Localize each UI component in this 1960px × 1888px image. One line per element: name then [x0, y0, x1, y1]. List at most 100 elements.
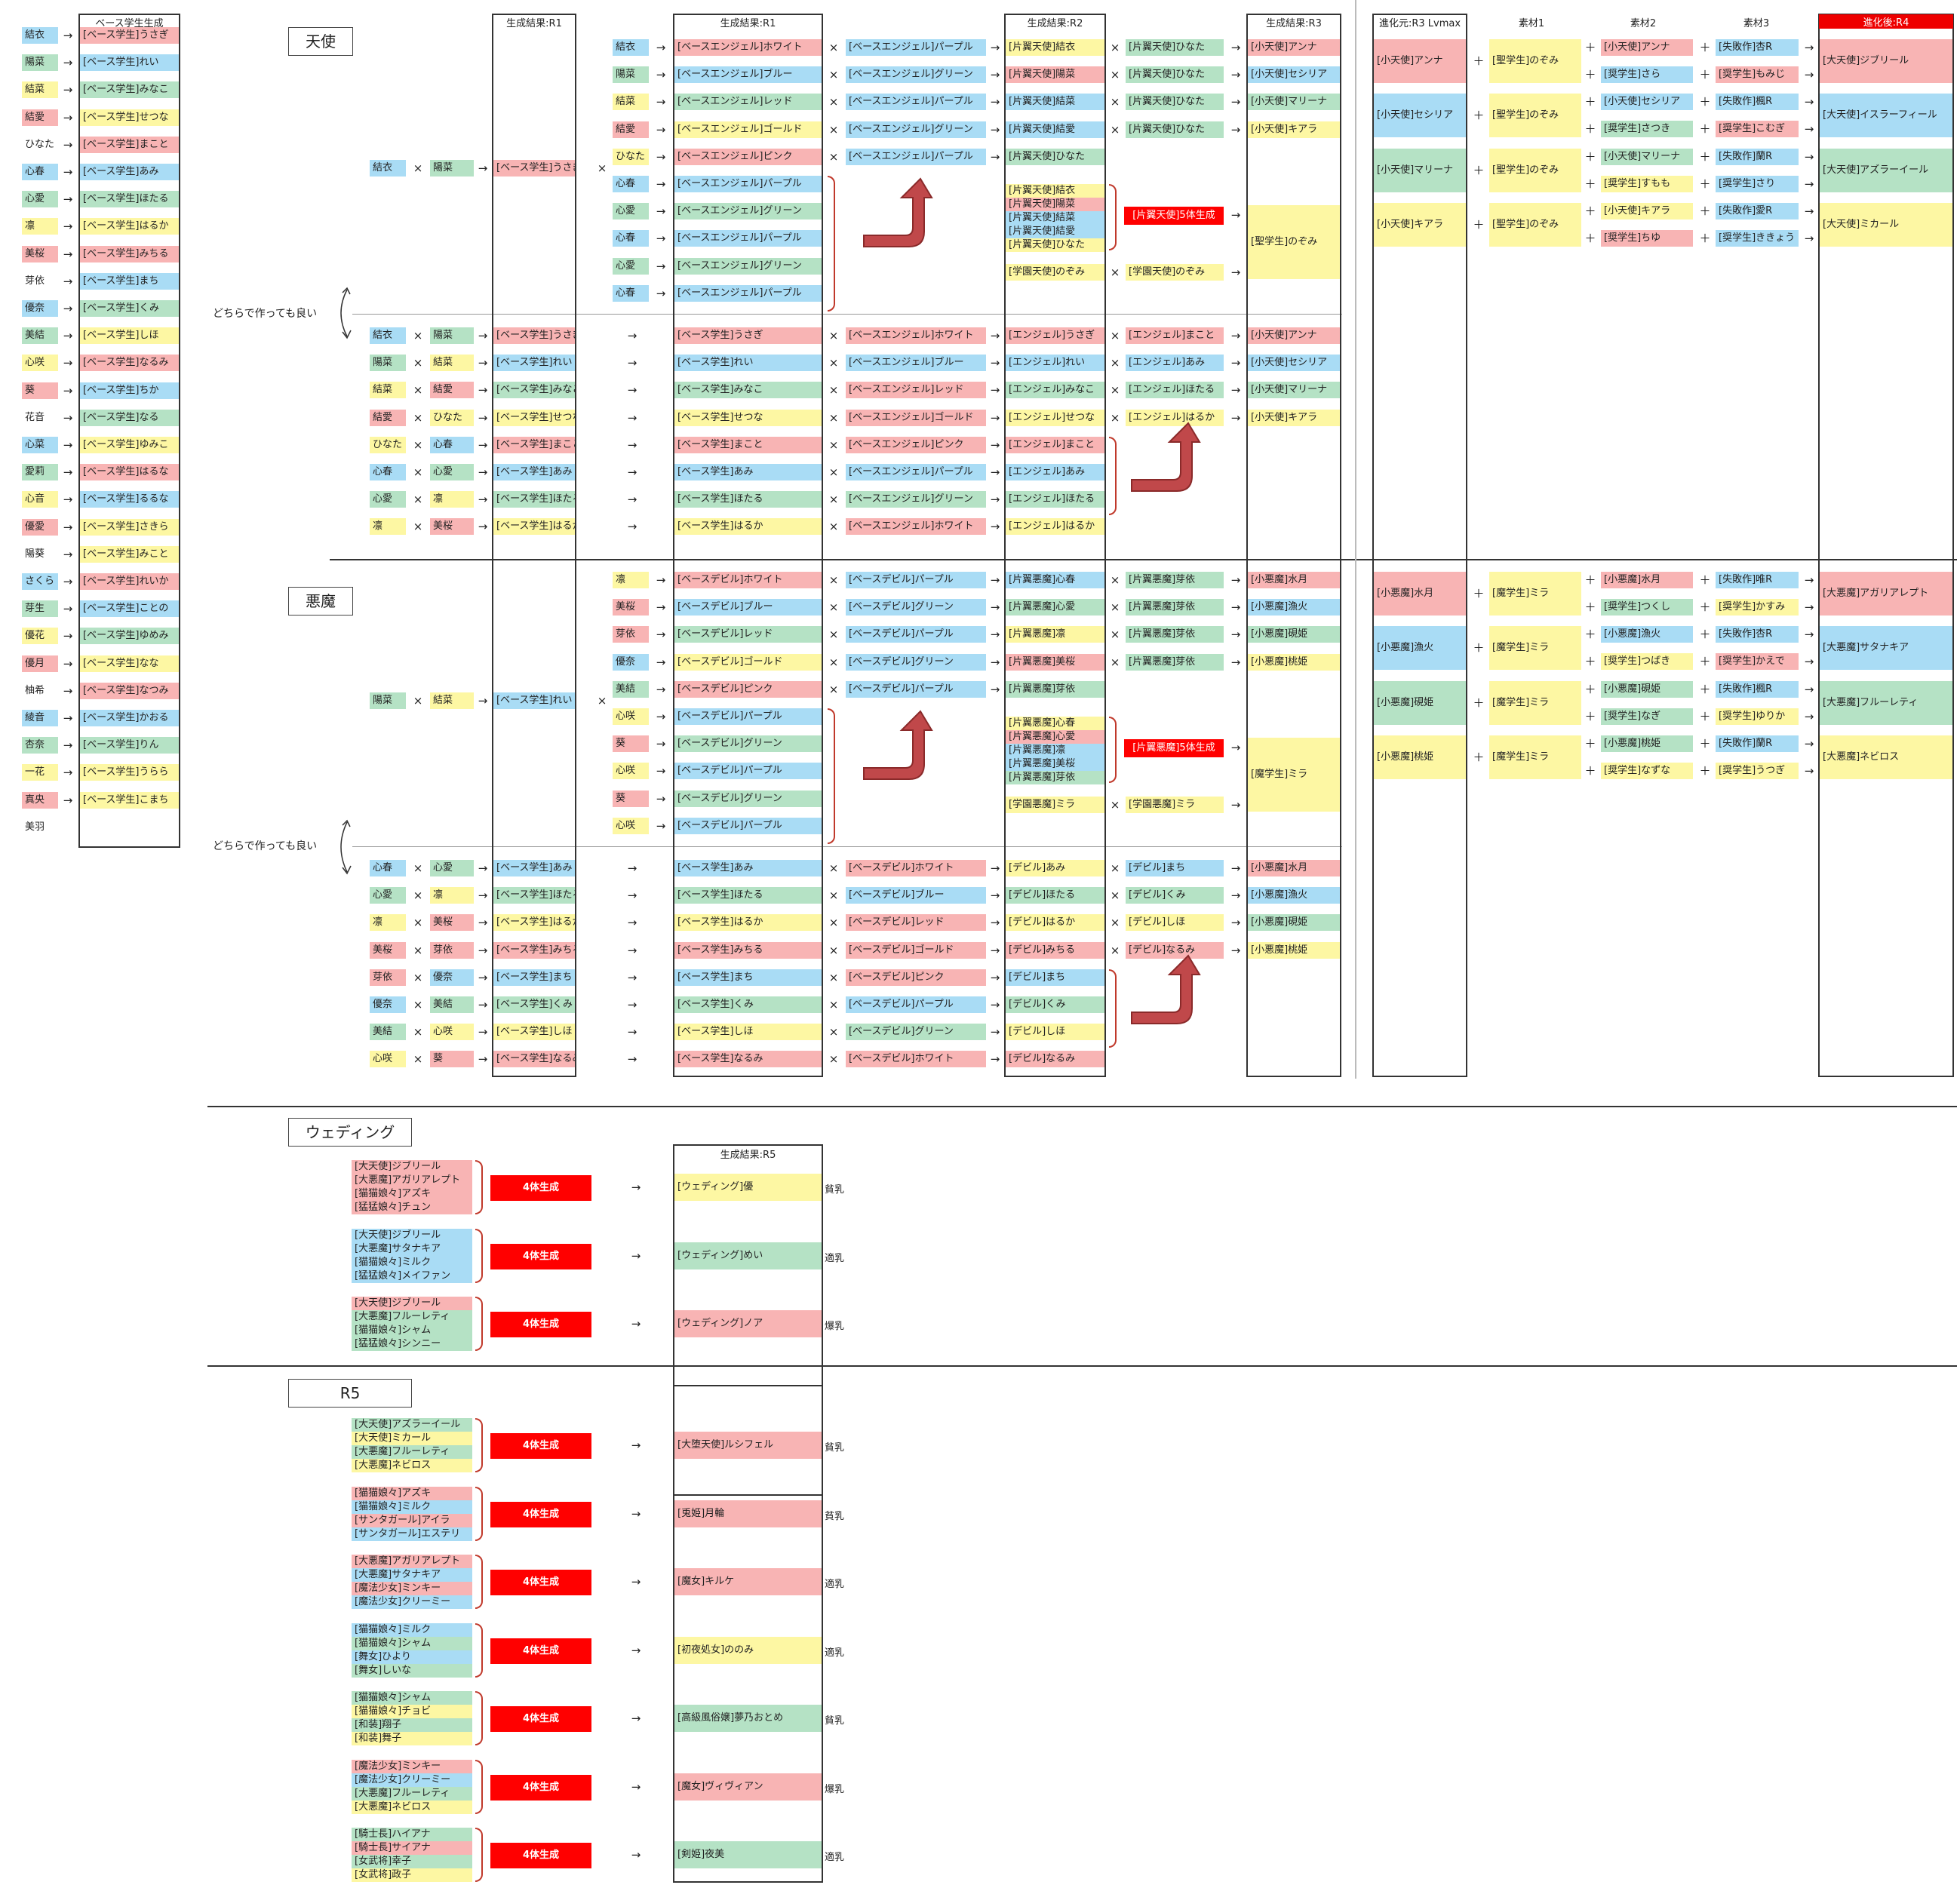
- devil-bot-pair-a: 美結: [370, 1024, 406, 1041]
- angel-mat1: [聖学生]のぞみ: [1489, 39, 1581, 83]
- devil-bot-r2-partner: [デビル]なるみ: [1126, 941, 1224, 959]
- angel-r2-partner: [片翼天使]ひなた: [1126, 39, 1224, 56]
- curved-arrow-icon: [1131, 422, 1201, 492]
- operator: ＋: [1473, 109, 1485, 123]
- r5-input: [大悪魔]ネビロス: [352, 1459, 472, 1472]
- operator: ×: [828, 41, 839, 54]
- operator: →: [63, 192, 73, 207]
- angel-bot-pair-b: 心愛: [430, 464, 474, 480]
- angel-evo-src: [小天使]セシリア: [1374, 94, 1466, 138]
- r5-input: [サンタガール]アイラ: [352, 1513, 472, 1527]
- operator: →: [627, 916, 637, 930]
- operator: ×: [413, 520, 423, 534]
- operator: →: [1230, 410, 1241, 425]
- r5-size-tag: 適乳: [825, 1579, 845, 1590]
- angel-bot-r3: [小天使]アンナ: [1248, 327, 1340, 344]
- devil-src: 心咲: [613, 763, 649, 780]
- r5-input: [猫猫娘々]ミルク: [352, 1500, 472, 1514]
- r2-column: [1004, 14, 1106, 1077]
- base-name: 芽依: [22, 272, 58, 290]
- devil-bot-pair-result: [ベース学生]はるか: [493, 914, 575, 932]
- operator: ×: [828, 149, 839, 164]
- operator: ＋: [1584, 682, 1596, 696]
- operator: ＋: [1584, 95, 1596, 109]
- angel-r3: [小天使]アンナ: [1248, 39, 1340, 56]
- operator: →: [631, 1248, 641, 1263]
- base-name: 結愛: [22, 109, 58, 126]
- devil-bot-pair-result: [ベース学生]しほ: [493, 1024, 575, 1041]
- operator: →: [990, 437, 1000, 452]
- angel-bot-pair-result: [ベース学生]まこと: [493, 436, 575, 453]
- operator: →: [1230, 95, 1241, 109]
- angel-r2-partner: [片翼天使]ひなた: [1126, 121, 1224, 138]
- operator: →: [478, 329, 488, 342]
- devil-partner: [ベースデビル]パープル: [846, 680, 986, 698]
- angel-bot-pair-a: ひなた: [370, 436, 406, 453]
- base-name: 凛: [22, 218, 58, 235]
- operator: ×: [828, 1052, 839, 1067]
- operator: ×: [1110, 573, 1120, 587]
- devil-bot-partner: [ベースデビル]ピンク: [846, 969, 986, 986]
- operator: ×: [597, 161, 607, 175]
- base-name: 一花: [22, 764, 58, 781]
- operator: ×: [413, 916, 423, 930]
- operator: →: [990, 861, 1000, 875]
- operator: →: [656, 737, 666, 751]
- base-name: 杏奈: [22, 737, 58, 754]
- operator: →: [656, 710, 666, 723]
- operator: →: [63, 219, 73, 234]
- angel-stack-item: [片翼天使]ひなた: [1006, 238, 1104, 252]
- angel-mat3: [奨学生]こむぎ: [1716, 121, 1799, 138]
- operator: ＋: [1584, 41, 1596, 54]
- operator: →: [1230, 41, 1241, 54]
- devil-mat2: [小悪魔]水月: [1601, 572, 1693, 588]
- operator: ×: [413, 1052, 423, 1067]
- angel-mat2: [小天使]マリーナ: [1601, 148, 1693, 165]
- devil-bot-r3: [小悪魔]水月: [1248, 860, 1340, 876]
- devil-bot-pair-b: 美桜: [430, 914, 474, 932]
- operator: →: [478, 998, 488, 1012]
- devil-r2: [片翼悪魔]心愛: [1006, 599, 1104, 616]
- operator: →: [1804, 600, 1814, 614]
- operator: ＋: [1699, 177, 1711, 191]
- devil-bot-partner: [ベースデビル]ブルー: [846, 887, 986, 904]
- devil-school: [学園悪魔]ミラ: [1006, 797, 1104, 813]
- devil-mat2: [奨学生]なずな: [1601, 763, 1693, 780]
- operator: →: [1230, 628, 1241, 642]
- base-result: [ベース学生]みこと: [80, 545, 179, 563]
- angel-bot-pair-a: 結菜: [370, 382, 406, 399]
- operator: ×: [1110, 95, 1120, 109]
- r1b-column: [673, 14, 823, 1077]
- angel-bot-pair-b: 凛: [430, 491, 474, 508]
- r5-column: [673, 1385, 823, 1883]
- devil-pair-b: 結菜: [430, 692, 474, 709]
- base-name: 真央: [22, 791, 58, 809]
- r5-result: [剣姫]夜美: [674, 1841, 822, 1868]
- devil-mat1: [魔学生]ミラ: [1489, 572, 1581, 616]
- base-result: [ベース学生]なな: [80, 655, 179, 672]
- base-name: 優花: [22, 628, 58, 645]
- angel-bot-r3: [小天使]セシリア: [1248, 355, 1340, 372]
- operator: →: [1230, 329, 1241, 342]
- angel-pair-result: [ベース学生]うさぎ: [493, 160, 575, 177]
- operator: ＋: [1699, 600, 1711, 614]
- devil-mat3: [失敗作]楓R: [1716, 680, 1799, 698]
- angel-bot-base-copy: [ベース学生]せつな: [674, 409, 822, 426]
- angel-bot-r2-partner: [エンジェル]はるか: [1126, 409, 1224, 426]
- operator: →: [478, 970, 488, 984]
- divider-line: [352, 846, 1342, 847]
- operator: ×: [413, 694, 423, 708]
- devil-evo-src: [小悪魔]水月: [1374, 572, 1466, 616]
- bracket: [475, 1486, 483, 1541]
- r5-input: [魔法少女]ミンキー: [352, 1582, 472, 1595]
- operator: →: [1804, 68, 1814, 81]
- operator: →: [63, 83, 73, 97]
- operator: →: [656, 95, 666, 109]
- angel-bot-pair-a: 心愛: [370, 491, 406, 508]
- r5-input: [魔法少女]ミンキー: [352, 1759, 472, 1773]
- operator: →: [63, 602, 73, 616]
- operator: ＋: [1699, 709, 1711, 723]
- operator: →: [63, 383, 73, 398]
- operator: ×: [1110, 861, 1120, 875]
- angel-mat3: [失敗作]蘭R: [1716, 148, 1799, 165]
